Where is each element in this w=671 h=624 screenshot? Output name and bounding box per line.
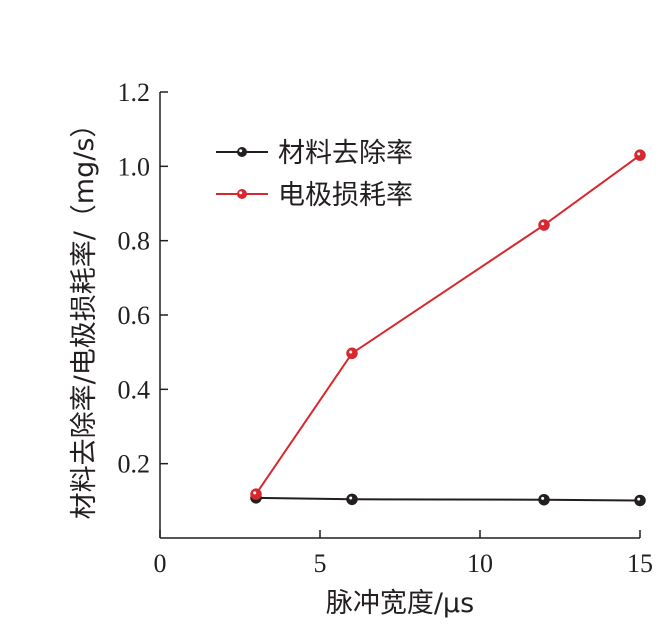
legend-label: 材料去除率	[278, 138, 413, 169]
series-1-line	[255, 496, 641, 502]
y-axis-title: 材料去除率/电极损耗率/（mg/s）	[69, 111, 100, 520]
series-2-line	[255, 154, 641, 495]
series-2-point	[538, 219, 550, 231]
y-tick-label: 1.2	[118, 78, 151, 107]
series-1-point-highlight	[541, 496, 545, 500]
x-tick-label: 5	[314, 549, 327, 578]
legend-marker	[237, 189, 247, 199]
series-2-point-highlight	[637, 152, 641, 156]
x-tick-label: 15	[627, 549, 653, 578]
x-tick-label: 0	[154, 549, 167, 578]
series-2	[250, 149, 646, 500]
series-1-point	[634, 494, 646, 507]
series-1-point-highlight	[637, 497, 641, 501]
series-2-point	[346, 347, 358, 360]
series-2-point	[250, 488, 262, 500]
tick-group: 0 5 10 15 0.2 0.4 0.6 0.8 1.0 1.2	[118, 78, 654, 578]
series-2-point-highlight	[349, 350, 353, 354]
legend-marker-highlight	[239, 191, 243, 195]
legend-item: 材料去除率	[216, 138, 413, 169]
legend-item: 电极损耗率	[216, 180, 413, 211]
y-tick-label: 0.2	[118, 450, 151, 479]
series-2-point-highlight	[253, 491, 257, 495]
series-2-point-highlight	[541, 222, 545, 226]
series-1	[250, 492, 646, 507]
legend-label: 电极损耗率	[278, 180, 413, 211]
y-tick-label: 0.6	[118, 301, 151, 330]
series-2-point	[634, 149, 646, 161]
x-tick-label: 10	[467, 549, 493, 578]
series-1-point	[346, 493, 358, 506]
y-tick-label: 1.0	[118, 152, 151, 181]
series-group	[250, 149, 646, 507]
series-1-point-highlight	[349, 496, 353, 500]
series-1-point	[538, 493, 550, 506]
x-axis-title: 脉冲宽度/μs	[326, 588, 474, 619]
y-tick-label: 0.8	[118, 227, 151, 256]
legend-marker	[237, 147, 247, 157]
y-tick-label: 0.4	[118, 375, 151, 404]
legend-marker-highlight	[239, 149, 243, 153]
